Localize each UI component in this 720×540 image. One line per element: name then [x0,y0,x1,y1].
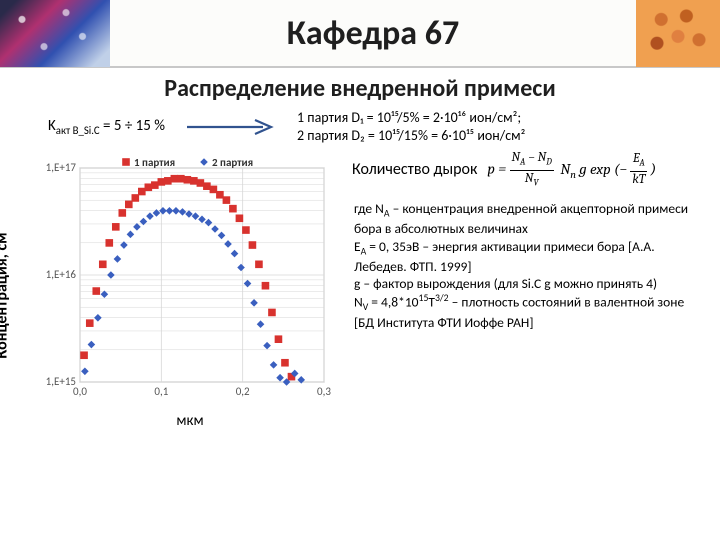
page-title: Кафедра 67 [110,13,636,54]
header-decor-right [636,0,720,67]
svg-text:1,E+16: 1,E+16 [46,268,77,281]
svg-text:1,E+15: 1,E+15 [46,375,76,388]
svg-text:2 партия: 2 партия [212,156,253,169]
subtitle: Распределение внедренной примеси [0,74,720,103]
slide-header: Кафедра 67 [0,0,720,68]
note-ea: EA = 0, 35эВ – энергия активации примеси… [354,238,706,275]
qty-row: Количество дырок p = NA − NDNV Nn g exp … [352,150,706,190]
svg-text:0,2: 0,2 [236,385,250,398]
params-row: Kакт B_Si.C = 5 ÷ 15 % 1 партия D₁ = 10¹… [0,109,720,150]
text-column: Количество дырок p = NA − NDNV Nn g exp … [352,150,706,430]
svg-text:0,0: 0,0 [73,385,87,398]
svg-text:0,3: 0,3 [317,385,331,398]
notes-block: где NA – концентрация внедренной акцепто… [352,200,706,331]
content-row: Концентрация, см⁻³ 1,E+15 1,E+16 1,E+17 0,0… [0,150,720,430]
k-act-expression: Kакт B_Si.C = 5 ÷ 15 % [48,117,165,137]
header-decor-left [0,0,110,67]
svg-text:0,1: 0,1 [154,385,168,398]
svg-text:1 партия: 1 партия [134,156,175,169]
dose-calculations: 1 партия D₁ = 10¹⁵/5% = 2·10¹⁶ ион/см²; … [297,109,525,144]
note-na: где NA – концентрация внедренной акцепто… [354,200,706,237]
qty-label: Количество дырок [352,160,477,180]
chart-ylabel: Концентрация, см⁻³ [0,221,12,358]
chart-column: Концентрация, см⁻³ 1,E+151,E+161,E+170,0… [6,150,346,430]
arrow-icon [185,118,277,136]
hole-density-formula: p = NA − NDNV Nn g exp (− EAkT ) [487,150,656,190]
chart-xlabel: мкм [34,412,346,430]
svg-text:1,E+17: 1,E+17 [46,161,77,174]
party-2-line: 2 партия D₂ = 10¹⁵/15% = 6·10¹⁵ ион/см² [297,127,525,145]
concentration-chart: 1,E+15 1,E+16 1,E+17 0,0 0,1 0,2 0,3 1 партия 2 … [34,150,334,410]
party-1-line: 1 партия D₁ = 10¹⁵/5% = 2·10¹⁶ ион/см²; [297,109,525,127]
note-nv: NV = 4,8*1015T3/2 – плотность состояний … [354,292,706,331]
note-g: g – фактор вырождения (для Si.C g можно … [354,275,706,292]
